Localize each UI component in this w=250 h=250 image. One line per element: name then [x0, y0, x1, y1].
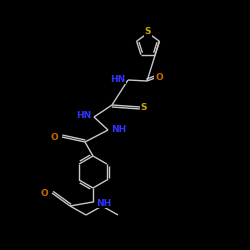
Text: HN: HN: [110, 74, 125, 84]
Text: HN: HN: [76, 112, 91, 120]
Text: S: S: [141, 102, 147, 112]
Text: O: O: [155, 72, 163, 82]
Text: O: O: [50, 132, 58, 141]
Text: NH: NH: [96, 198, 111, 207]
Text: O: O: [40, 188, 48, 198]
Text: S: S: [145, 28, 151, 36]
Text: NH: NH: [111, 124, 126, 134]
